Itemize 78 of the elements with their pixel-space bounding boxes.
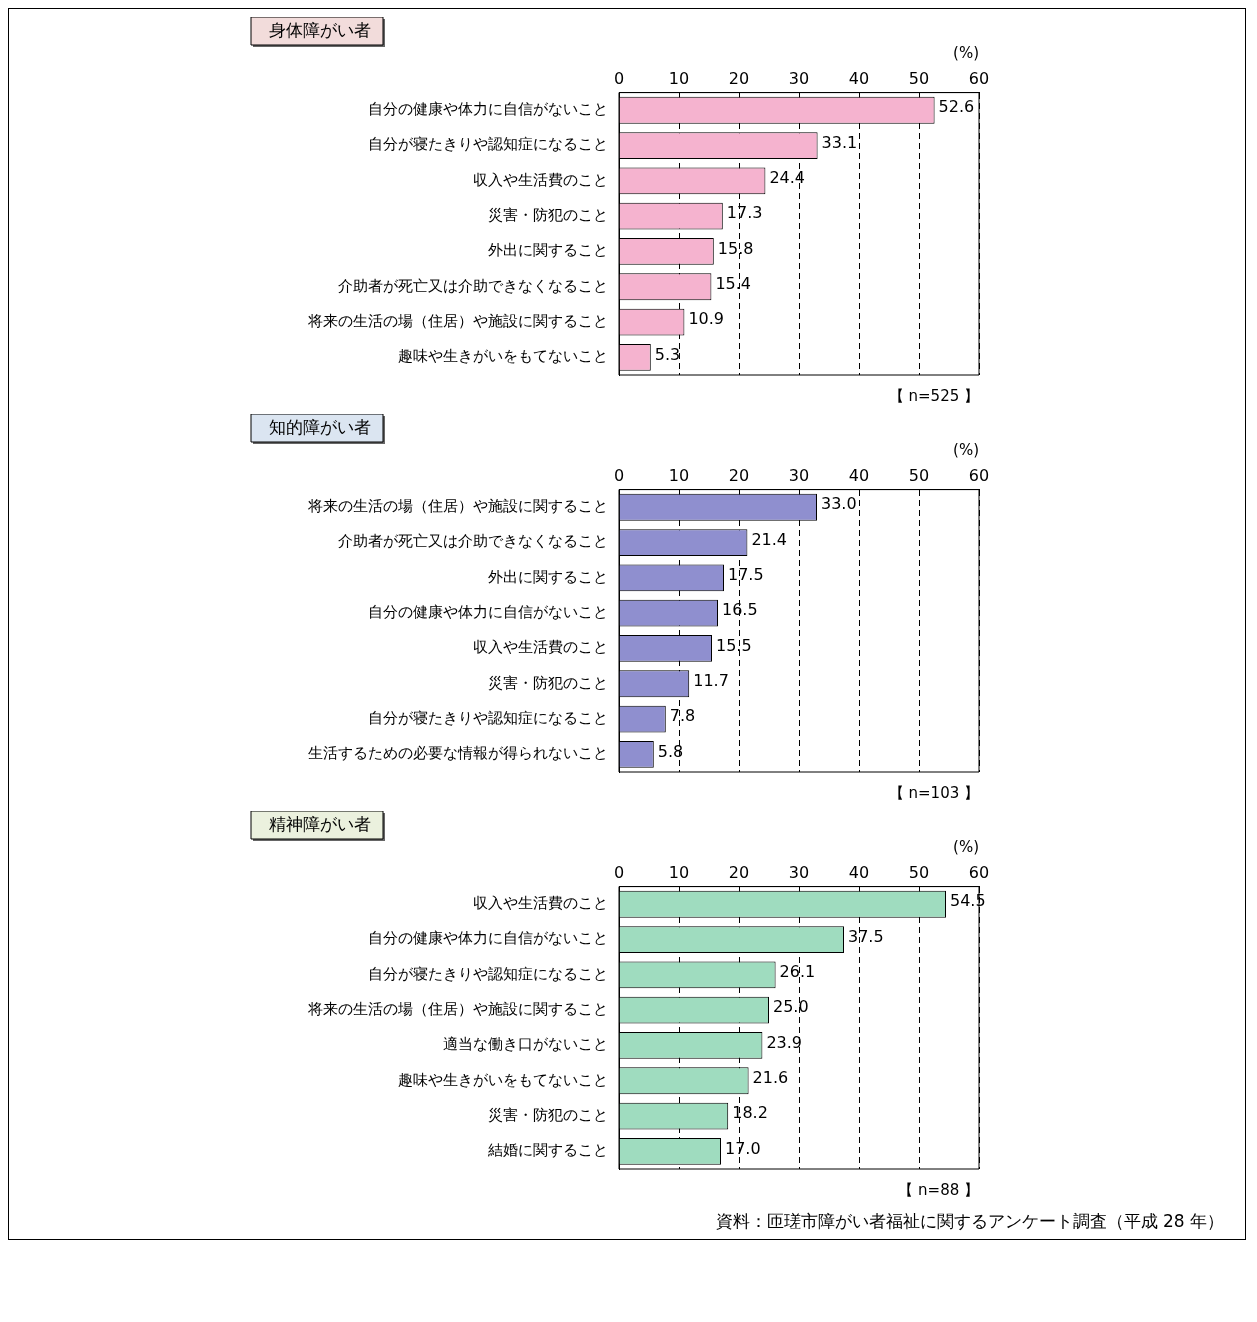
data-label: 26.1	[779, 962, 816, 982]
data-label: 24.4	[769, 168, 806, 188]
data-label: 15.5	[716, 635, 752, 655]
text: 【 n=525 】	[887, 387, 979, 406]
x-tick-label: 40	[848, 69, 870, 89]
y-tick-label: 趣味や生きがいをもてないこと	[398, 347, 608, 366]
data-label: 25.0	[773, 997, 809, 1017]
x-tick-label: 40	[848, 466, 870, 486]
y-tick-label: 将来の生活の場（住居）や施設に関すること	[307, 1000, 608, 1019]
x-tick-label: 40	[848, 863, 870, 883]
data-label: 33.1	[821, 132, 858, 152]
x-tick-label: 60	[968, 466, 990, 486]
text: 【 n=103 】	[887, 784, 979, 803]
text: 知的障がい者	[269, 416, 371, 437]
y-tick-label: 自分が寝たきりや認知症になること	[368, 964, 608, 983]
y-tick-label: 将来の生活の場（住居）や施設に関すること	[307, 497, 608, 516]
y-tick-label: 収入や生活費のこと	[473, 170, 608, 189]
x-axis-title: (%)	[953, 44, 979, 63]
y-tick-label: 介助者が死亡又は介助できなくなること	[338, 532, 608, 551]
x-tick-label: 10	[668, 466, 690, 486]
data-label: 16.5	[722, 600, 758, 620]
y-tick-label: 適当な働き口がないこと	[443, 1035, 608, 1054]
data-label: 5.3	[654, 344, 681, 364]
data-label: 10.9	[688, 309, 725, 329]
x-tick-label: 10	[668, 69, 690, 89]
data-label: 17.3	[726, 203, 763, 223]
y-tick-label: 収入や生活費のこと	[473, 894, 608, 913]
text: 【 n=88 】	[897, 1181, 979, 1200]
x-tick-label: 30	[788, 69, 810, 89]
x-tick-label: 60	[968, 69, 990, 89]
x-tick-label: 0	[613, 863, 625, 883]
x-tick-label: 10	[668, 863, 690, 883]
data-label: 52.6	[938, 97, 975, 117]
data-label: 21.6	[752, 1067, 789, 1087]
y-tick-label: 趣味や生きがいをもてないこと	[398, 1070, 608, 1089]
y-tick-label: 自分が寝たきりや認知症になること	[368, 135, 608, 154]
y-tick-label: 災害・防犯のこと	[488, 206, 608, 225]
x-tick-label: 50	[908, 466, 930, 486]
data-label: 7.8	[669, 706, 696, 726]
y-tick-label: 外出に関すること	[488, 241, 608, 260]
x-axis-title: (%)	[953, 838, 979, 857]
y-tick-label: 結婚に関すること	[487, 1141, 608, 1160]
y-tick-label: 自分が寝たきりや認知症になること	[368, 708, 608, 727]
y-tick-label: 収入や生活費のこと	[473, 638, 608, 657]
data-label: 5.8	[657, 741, 684, 761]
text: 資料：匝瑳市障がい者福祉に関するアンケート調査（平成 28 年）	[714, 1210, 1224, 1233]
y-tick-label: 自分の健康や体力に自信がないこと	[368, 100, 608, 119]
data-label: 15.4	[715, 273, 752, 293]
data-label: 33.0	[821, 494, 857, 514]
x-tick-label: 30	[788, 466, 810, 486]
y-tick-label: 介助者が死亡又は介助できなくなること	[338, 276, 608, 295]
y-tick-label: 災害・防犯のこと	[488, 673, 608, 692]
x-tick-label: 20	[728, 69, 750, 89]
data-label: 21.4	[751, 529, 788, 549]
y-tick-label: 生活するための必要な情報が得られないこと	[308, 744, 608, 763]
x-tick-label: 0	[613, 69, 625, 89]
data-label: 17.0	[725, 1138, 761, 1158]
x-tick-label: 50	[908, 69, 930, 89]
x-tick-label: 50	[908, 863, 930, 883]
x-tick-label: 20	[728, 863, 750, 883]
data-label: 18.2	[732, 1103, 768, 1123]
data-label: 11.7	[693, 670, 729, 690]
y-tick-label: 外出に関すること	[488, 567, 608, 586]
x-tick-label: 30	[788, 863, 810, 883]
data-label: 17.5	[728, 565, 764, 585]
y-tick-label: 災害・防犯のこと	[488, 1105, 608, 1124]
x-tick-label: 20	[728, 466, 750, 486]
x-tick-label: 60	[968, 863, 990, 883]
data-label: 15.8	[717, 238, 754, 258]
x-tick-label: 0	[613, 466, 625, 486]
y-tick-label: 自分の健康や体力に自信がないこと	[368, 929, 608, 948]
text: 精神障がい者	[269, 813, 371, 834]
y-tick-label: 将来の生活の場（住居）や施設に関すること	[307, 311, 608, 330]
data-label: 54.5	[950, 891, 986, 911]
data-label: 37.5	[848, 926, 884, 946]
y-tick-label: 自分の健康や体力に自信がないこと	[368, 603, 608, 622]
text: 身体障がい者	[269, 19, 371, 40]
x-axis-title: (%)	[953, 441, 979, 460]
